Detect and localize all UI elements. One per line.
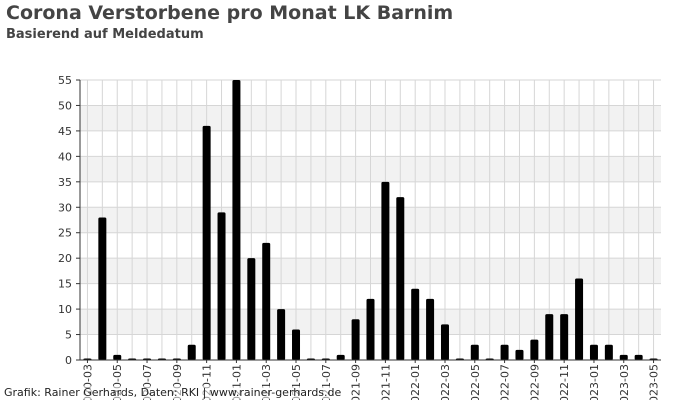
y-tick-label: 45 [58,125,72,138]
bar [262,242,271,360]
bar [426,298,435,360]
bar [292,329,301,360]
bar [277,309,286,360]
bar [187,344,196,360]
bar [589,344,598,360]
bar [411,288,420,360]
x-tick-label: 2023-05 [648,364,661,400]
bar [396,197,405,360]
y-tick-label: 10 [58,303,72,316]
bar [604,344,613,360]
x-tick-label: 2022-05 [469,364,482,400]
y-tick-label: 30 [58,201,72,214]
y-tick-label: 5 [65,329,72,342]
y-tick-label: 40 [58,150,72,163]
y-tick-label: 20 [58,252,72,265]
bar [530,339,539,360]
chart-subtitle: Basierend auf Meldedatum [6,27,204,42]
y-tick-label: 0 [65,354,72,367]
x-tick-label: 2023-03 [618,364,631,400]
y-tick-label: 50 [58,99,72,112]
x-tick-label: 2023-01 [588,364,601,400]
y-tick-label: 55 [58,74,72,87]
bar [515,349,524,360]
x-tick-label: 2022-11 [558,364,571,400]
bar [470,344,479,360]
bar [98,217,107,360]
bars [83,80,658,361]
source-credit: Grafik: Rainer Gerhards, Daten: RKI | ww… [4,386,342,399]
bar [545,314,554,360]
bar [336,354,345,360]
bar [232,80,241,360]
bar [381,181,390,360]
bar [500,344,509,360]
y-tick-label: 35 [58,176,72,189]
x-tick-label: 2021-11 [379,364,392,400]
bar [619,354,628,360]
chart-title: Corona Verstorbene pro Monat LK Barnim [6,2,454,24]
bar [560,314,569,360]
bar [351,319,360,360]
x-tick-label: 2021-09 [350,364,363,400]
bar [366,298,375,360]
bar [440,324,449,360]
bar [575,278,584,360]
bar [202,125,211,361]
x-tick-label: 2022-09 [528,364,541,400]
bar [247,258,256,360]
bar [217,212,226,360]
y-tick-label: 15 [58,278,72,291]
x-tick-label: 2022-07 [499,364,512,400]
bar [634,354,643,360]
axes [76,79,661,363]
x-tick-label: 2022-01 [409,364,422,400]
y-tick-labels: 0 5 10 15 20 25 30 35 40 45 50 55 [58,74,72,367]
y-tick-label: 25 [58,227,72,240]
x-tick-label: 2022-03 [439,364,452,400]
bar [113,354,122,360]
